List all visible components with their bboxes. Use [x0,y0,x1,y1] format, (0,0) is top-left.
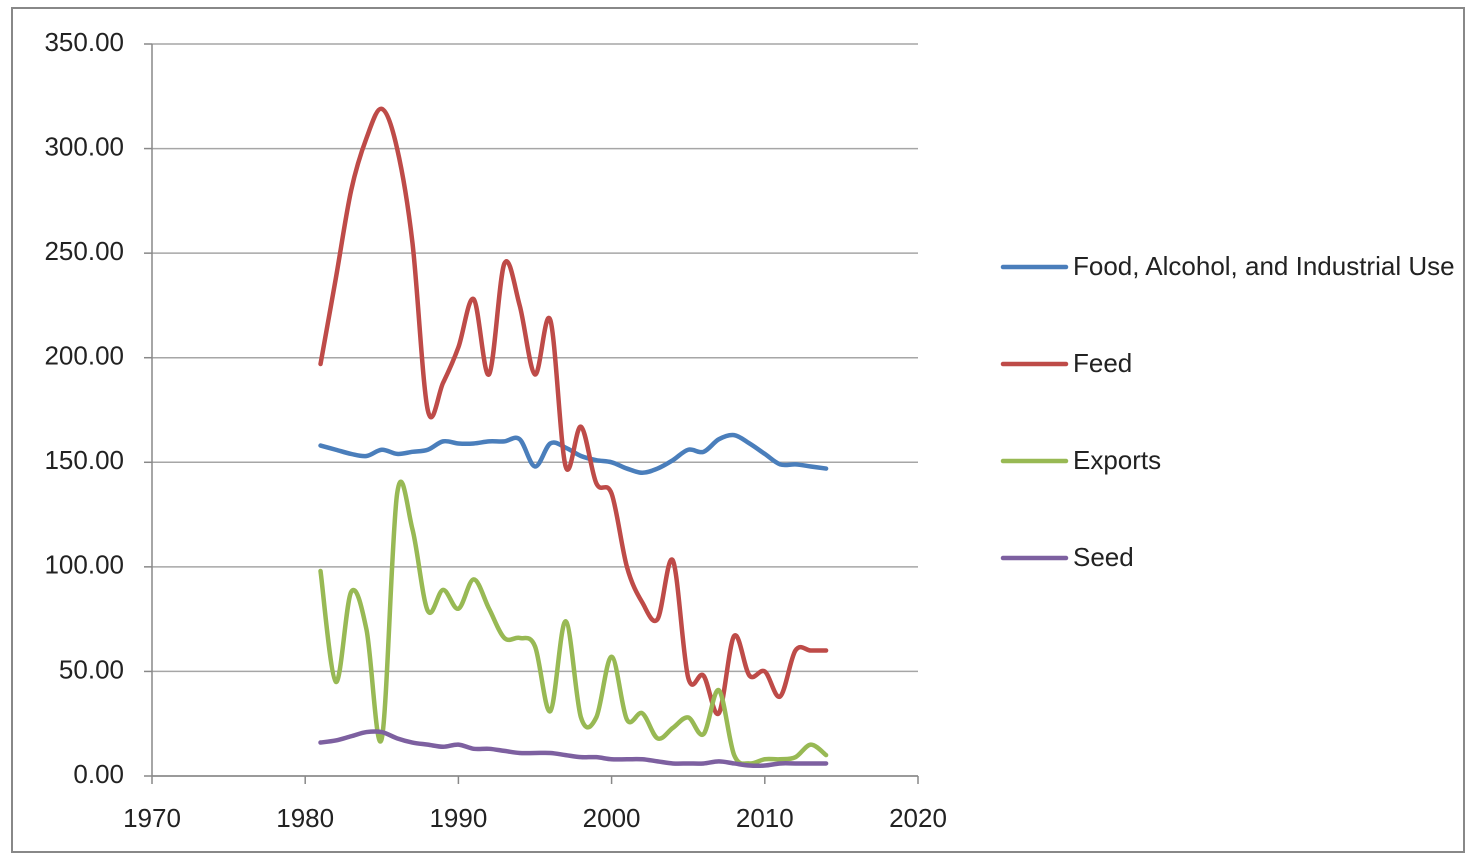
x-tick-label: 1980 [276,803,334,833]
y-tick-label: 350.00 [44,27,124,57]
y-tick-label: 150.00 [44,445,124,475]
series-line [318,106,829,717]
legend-label: Seed [1073,542,1134,572]
y-tick-label: 50.00 [59,654,124,684]
y-tick-label: 200.00 [44,341,124,371]
y-tick-label: 250.00 [44,236,124,266]
y-tick-label: 0.00 [73,759,124,789]
x-tick-label: 2010 [736,803,794,833]
legend-label: Exports [1073,445,1162,475]
frame [11,7,1465,853]
legend-label: Feed [1073,348,1133,378]
x-tick-label: 1970 [123,803,181,833]
y-tick-label: 300.00 [44,131,124,161]
legend-label: Food, Alcohol, and Industrial Use [1073,251,1455,281]
series-line [318,479,829,766]
x-tick-label: 1990 [429,803,487,833]
x-tick-label: 2020 [889,803,947,833]
series-line [318,729,829,769]
x-tick-label: 2000 [583,803,641,833]
y-tick-label: 100.00 [44,550,124,580]
